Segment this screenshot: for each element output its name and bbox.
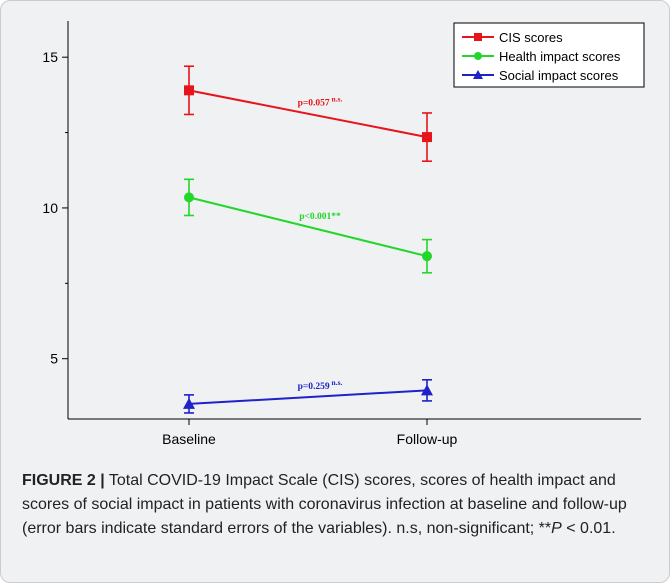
data-point [421, 384, 433, 396]
series-line [188, 196, 428, 258]
series-line [188, 89, 428, 139]
legend-marker [474, 52, 482, 60]
p-value-annotation: p=0.259 n.s. [298, 378, 343, 392]
y-tick-label: 5 [50, 351, 58, 367]
legend: CIS scores Health impact scores Social imp… [453, 22, 645, 88]
series-2: p<0.001** [184, 178, 432, 274]
data-point [184, 192, 194, 203]
figure-label: FIGURE 2 | [22, 472, 105, 489]
series-layer: p=0.057 n.s. p<0.001** p=0.259 n.s. [183, 65, 433, 414]
caption-text: Total COVID-19 Impact Scale (CIS) scores… [22, 472, 627, 537]
figure-caption: FIGURE 2 | Total COVID-19 Impact Scale (… [22, 469, 652, 541]
legend-marker [474, 33, 482, 41]
data-point [184, 85, 194, 96]
x-tick-label: Baseline [162, 431, 216, 447]
legend-label: Health impact scores [499, 49, 621, 64]
data-point [183, 397, 195, 409]
data-point [422, 251, 432, 262]
series-line [188, 389, 428, 405]
series-3: p=0.259 n.s. [183, 378, 433, 414]
legend-label: CIS scores [499, 30, 563, 45]
legend-marker [473, 70, 483, 79]
legend-label: Social impact scores [499, 68, 619, 83]
data-point [422, 132, 432, 143]
y-tick-label: 10 [42, 200, 58, 216]
caption-p-symbol: P [551, 520, 562, 537]
line-chart: 5 10 15 Baseline Follow-up p=0.057 n.s. p<0.0… [42, 21, 645, 447]
caption-text-end: < 0.01. [561, 520, 616, 537]
axes: 5 10 15 Baseline Follow-up [42, 21, 641, 447]
y-tick-label: 15 [42, 49, 58, 65]
series-1: p=0.057 n.s. [184, 65, 432, 163]
x-tick-label: Follow-up [397, 431, 458, 447]
p-value-annotation: p<0.001** [299, 212, 341, 222]
p-value-annotation: p=0.057 n.s. [298, 95, 343, 109]
